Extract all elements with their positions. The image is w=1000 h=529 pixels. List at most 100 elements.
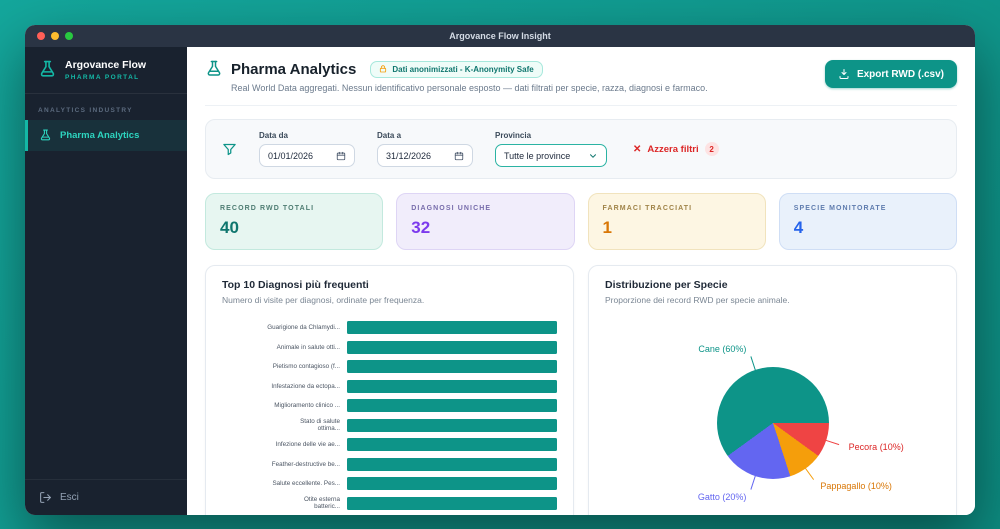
pie-chart-title: Distribuzione per Specie (605, 279, 728, 291)
bar[interactable] (347, 379, 557, 393)
privacy-badge: Dati anonimizzati - K-Anonymity Safe (370, 60, 543, 78)
privacy-badge-label: Dati anonimizzati - K-Anonymity Safe (392, 64, 534, 74)
maximize-window-icon[interactable] (65, 32, 73, 40)
lock-icon (380, 65, 387, 73)
bar-category-label: Miglioramento clinico ... (274, 402, 340, 410)
date-to-label: Data a (377, 131, 402, 140)
bar-row: Animale in salute otti... (222, 338, 557, 358)
app-window: Argovance Flow Insight Argovance Flow PH… (25, 25, 975, 515)
bar[interactable] (347, 457, 557, 471)
bar-track (347, 438, 557, 452)
date-from-input[interactable] (268, 150, 328, 161)
logout-label: Esci (60, 492, 79, 503)
pie-slice-label: Cane (60%) (698, 343, 747, 354)
bar[interactable] (347, 399, 557, 413)
bar-chart-card: Top 10 Diagnosi più frequenti Numero di … (205, 265, 574, 515)
brand-name: Argovance Flow (65, 59, 147, 71)
bar-row: Feather-destructive be... (222, 455, 557, 475)
minimize-window-icon[interactable] (51, 32, 59, 40)
logout-icon (40, 492, 51, 503)
sidebar-item-pharma-analytics[interactable]: Pharma Analytics (25, 119, 187, 151)
pie-slice-label: Pappagallo (10%) (820, 481, 892, 492)
stat-value: 1 (602, 218, 612, 237)
bar-category-label: Guarigione da Chlamydi... (267, 324, 340, 332)
pie[interactable] (716, 367, 829, 479)
pie-slice-label: Pecora (10%) (848, 442, 904, 453)
page-title: Pharma Analytics (231, 60, 357, 78)
export-rwd-button[interactable]: Export RWD (.csv) (824, 60, 957, 88)
bar[interactable] (347, 360, 557, 374)
pie-chart-subtitle: Proporzione dei record RWD per specie an… (605, 295, 790, 305)
province-label: Provincia (495, 131, 532, 140)
bar[interactable] (347, 496, 557, 510)
bar-row: Infestazione da ectopa... (222, 377, 557, 397)
bar-category-label: Salute eccellente. Pes... (272, 480, 340, 488)
logout-button[interactable]: Esci (25, 479, 187, 515)
filter-funnel-icon (223, 143, 236, 155)
bar[interactable] (347, 438, 557, 452)
stat-label: SPECIE MONITORATE (793, 205, 887, 212)
bar-category-label: Otite esterna batteric... (303, 496, 340, 511)
sidebar: Argovance Flow PHARMA PORTAL ANALYTICS I… (25, 47, 187, 515)
bar-category-label: Animale in salute otti... (276, 343, 340, 351)
bar-row: Miglioramento clinico ... (222, 396, 557, 416)
date-from-label: Data da (259, 131, 288, 140)
date-from-field[interactable] (259, 144, 355, 167)
bar-row: Pietismo contagioso (f... (222, 357, 557, 377)
bar-category-label: Pietismo contagioso (f... (272, 363, 340, 371)
bar[interactable] (347, 477, 557, 491)
stat-label: DIAGNOSI UNICHE (411, 205, 492, 212)
bar[interactable] (347, 340, 557, 354)
bar-category-label: Infezione delle vie ae... (275, 441, 340, 449)
sidebar-section-label: ANALYTICS INDUSTRY (38, 106, 133, 114)
pie-chart-area: Cane (60%) Pecora (10%) Pappagallo (10%) Ga… (605, 309, 940, 515)
bar-chart-title: Top 10 Diagnosi più frequenti (222, 279, 369, 291)
flask-icon (40, 129, 51, 140)
bar-category-label: Feather-destructive be... (271, 460, 340, 468)
bar-track (347, 360, 557, 374)
window-controls (37, 25, 73, 47)
bar-track (347, 321, 557, 335)
province-select[interactable]: Tutte le province (495, 144, 607, 167)
bar-row: Stato di salute ottima... (222, 416, 557, 436)
calendar-icon (454, 151, 464, 160)
stat-value: 4 (793, 218, 804, 237)
province-selected-value: Tutte le province (504, 150, 571, 161)
flask-icon (207, 60, 221, 76)
pie-chart-card: Distribuzione per Specie Proporzione dei… (588, 265, 957, 515)
bar-track (347, 399, 557, 413)
date-to-field[interactable] (377, 144, 473, 167)
clear-filters-button[interactable]: ✕ Azzera filtri 2 (633, 142, 719, 156)
bar[interactable] (347, 321, 557, 335)
stat-label: RECORD RWD TOTALI (220, 205, 315, 212)
stat-card-diagnosi: DIAGNOSI UNICHE 32 (396, 193, 575, 250)
stat-card-specie: SPECIE MONITORATE 4 (778, 193, 957, 250)
bar-track (347, 379, 557, 393)
page-subtitle: Real World Data aggregati. Nessun identi… (231, 83, 708, 93)
download-icon (839, 69, 849, 79)
date-to-input[interactable] (386, 150, 446, 161)
filters-bar: Data da Data a (205, 119, 957, 179)
bar-row: Otite esterna batteric... (222, 494, 557, 514)
close-icon: ✕ (633, 143, 642, 155)
stat-card-farmaci: FARMACI TRACCIATI 1 (587, 193, 766, 250)
clear-filters-label: Azzera filtri (647, 143, 699, 155)
brand-subtitle: PHARMA PORTAL (65, 73, 140, 81)
calendar-icon (336, 151, 346, 160)
titlebar: Argovance Flow Insight (25, 25, 975, 47)
bar-chart-subtitle: Numero di visite per diagnosi, ordinate … (222, 295, 425, 305)
stat-card-record-rwd: RECORD RWD TOTALI 40 (205, 193, 384, 250)
charts-row: Top 10 Diagnosi più frequenti Numero di … (205, 265, 957, 515)
bar[interactable] (347, 418, 557, 432)
close-window-icon[interactable] (37, 32, 45, 40)
pie-slice-label: Gatto (20%) (697, 492, 747, 503)
bar-category-label: Infestazione da ectopa... (271, 382, 340, 390)
stat-cards: RECORD RWD TOTALI 40 DIAGNOSI UNICHE 32 … (205, 193, 957, 250)
page-header: Pharma Analytics Dati anonimizzati - K-A… (205, 47, 957, 106)
bar-track (347, 418, 557, 432)
bar-track (347, 477, 557, 491)
stat-label: FARMACI TRACCIATI (602, 205, 693, 212)
flask-logo-icon (40, 61, 55, 77)
bar-category-label: Stato di salute ottima... (300, 418, 340, 433)
brand: Argovance Flow PHARMA PORTAL (25, 47, 187, 94)
